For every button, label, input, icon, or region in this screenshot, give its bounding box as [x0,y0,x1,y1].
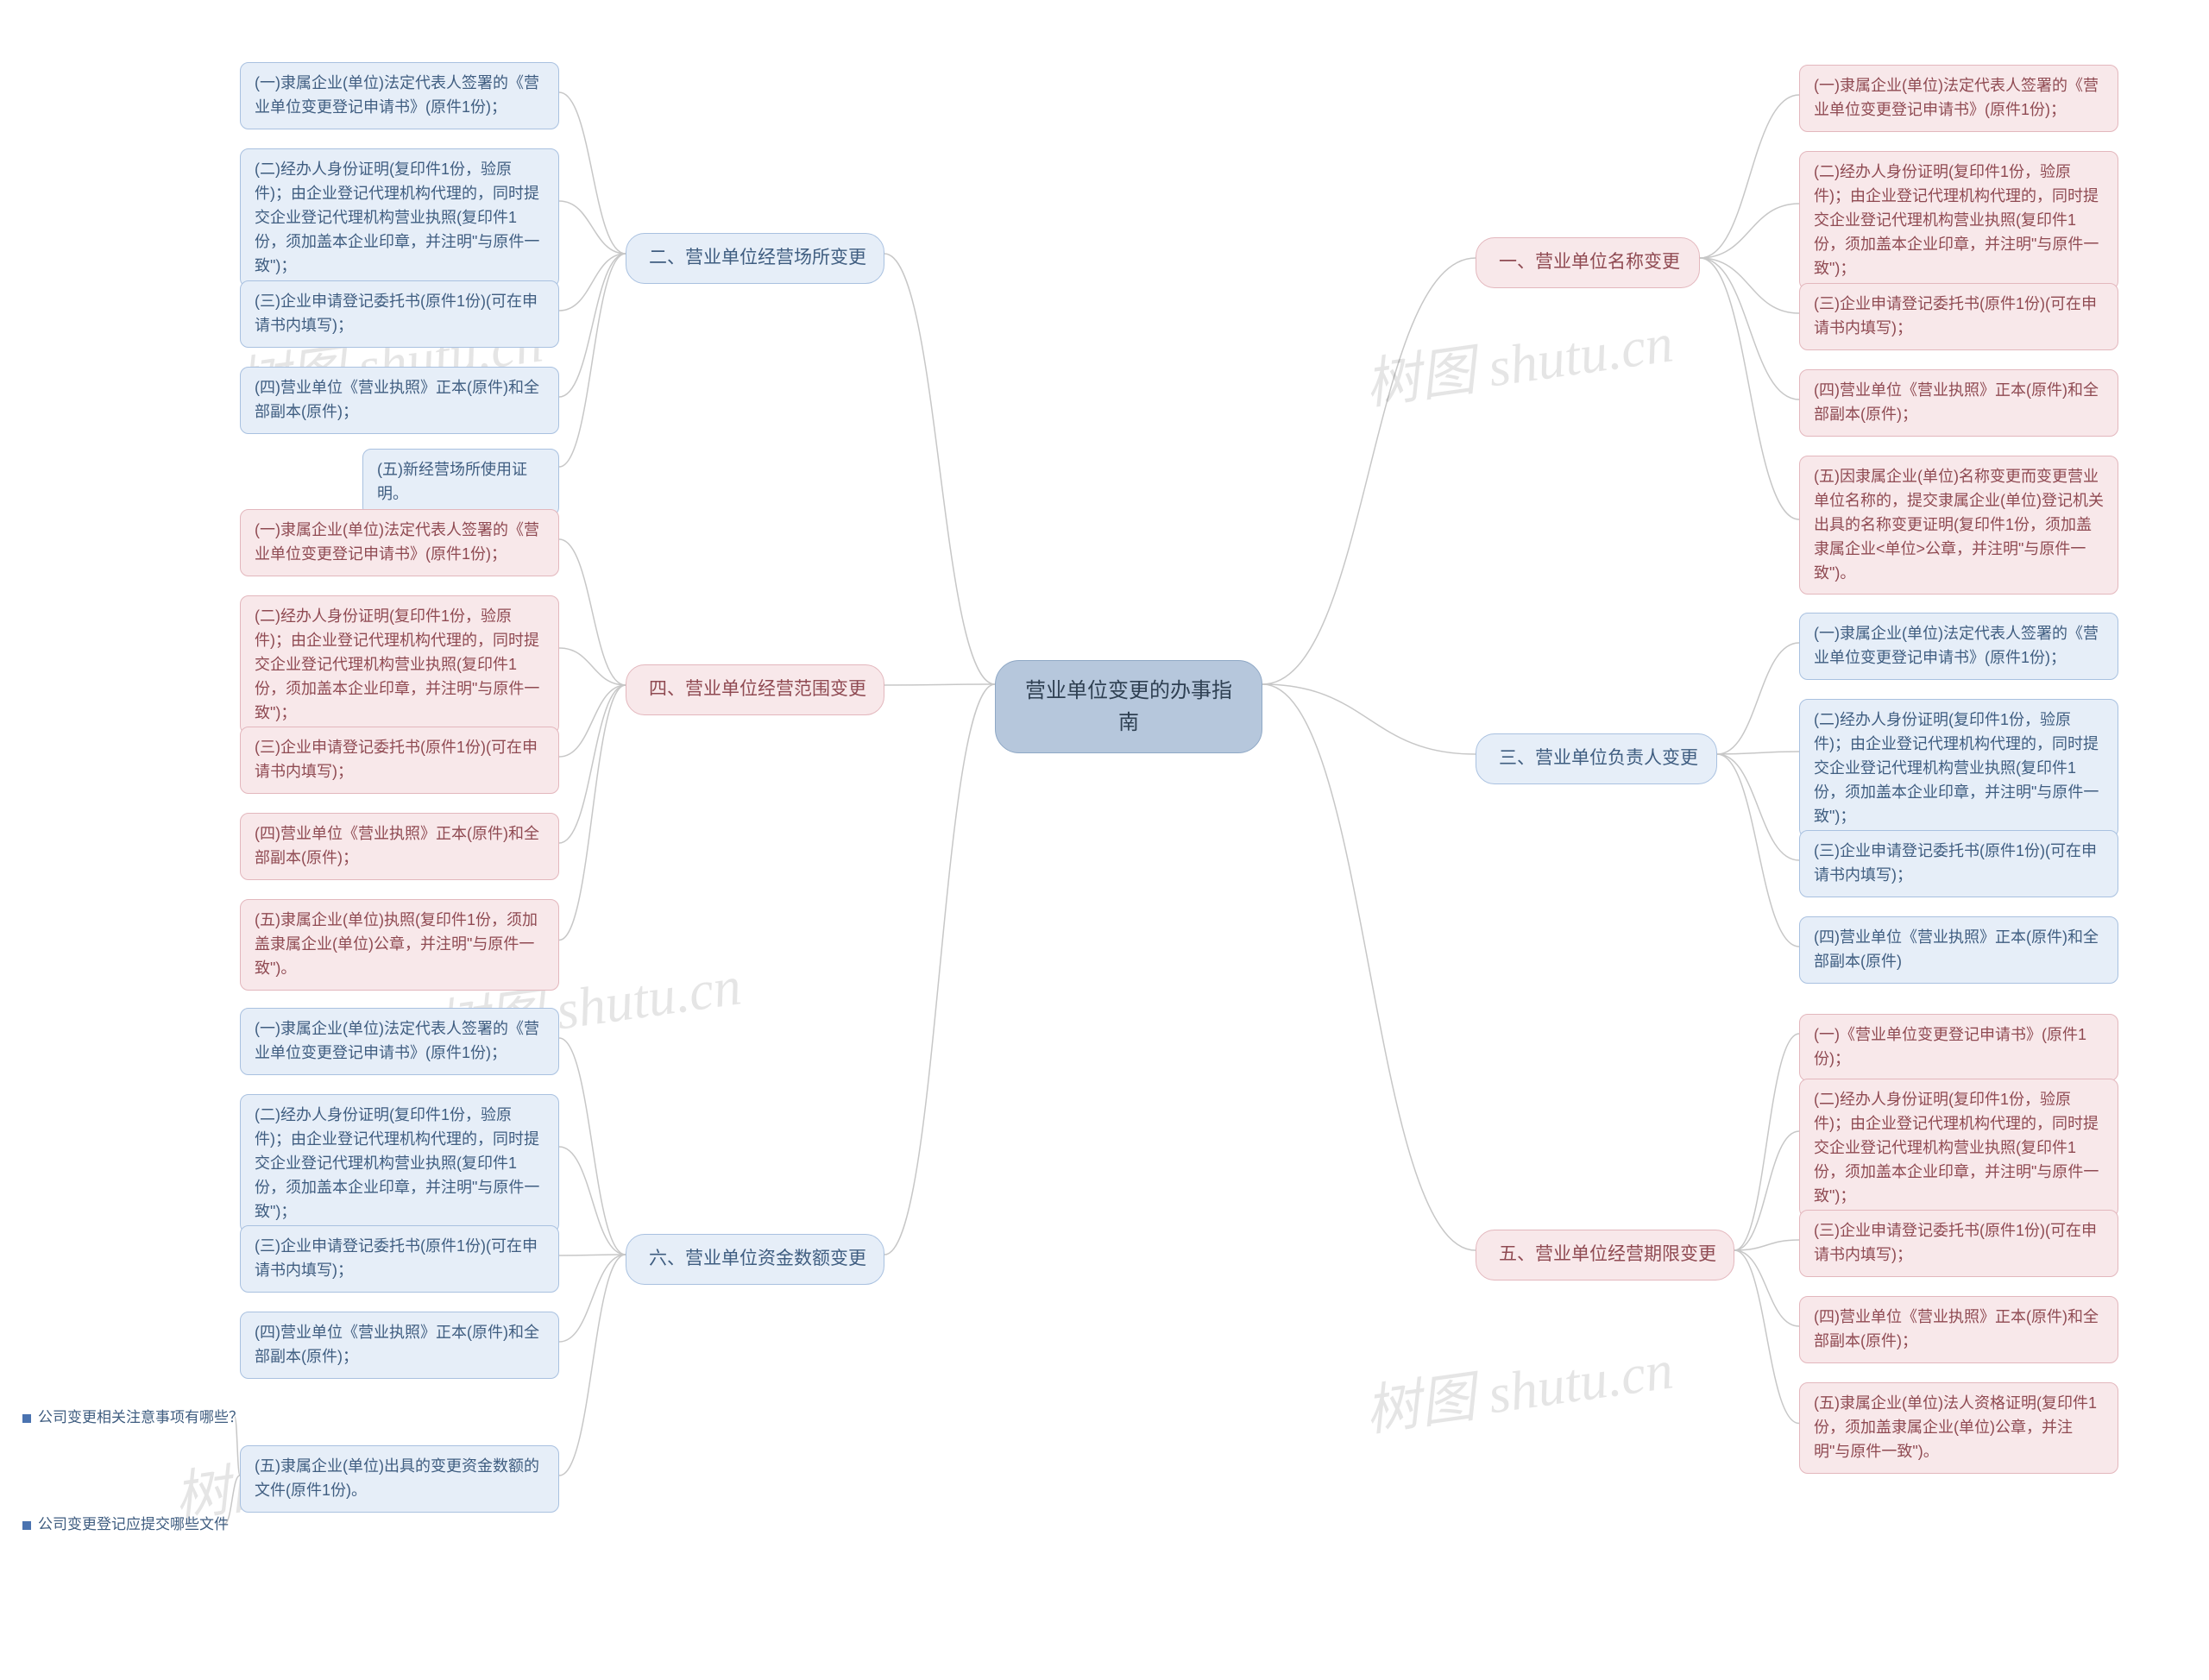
leaf-node-b6-0: (一)隶属企业(单位)法定代表人签署的《营业单位变更登记申请书》(原件1份)； [240,1008,559,1075]
leaf-node-b5-1: (二)经办人身份证明(复印件1份，验原件)；由企业登记代理机构代理的，同时提交企… [1799,1079,2118,1218]
leaf-node-b5-4: (五)隶属企业(单位)法人资格证明(复印件1份，须加盖隶属企业(单位)公章，并注… [1799,1382,2118,1474]
watermark: 树图 shutu.cn [1359,1324,1677,1446]
leaf-node-b2-2: (三)企业申请登记委托书(原件1份)(可在申请书内填写)； [240,280,559,348]
leaf-node-b6-3: (四)营业单位《营业执照》正本(原件)和全部副本(原件)； [240,1312,559,1379]
leaf-node-b4-2: (三)企业申请登记委托书(原件1份)(可在申请书内填写)； [240,727,559,794]
leaf-node-b6-4: (五)隶属企业(单位)出具的变更资金数额的文件(原件1份)。 [240,1445,559,1513]
leaf-node-b3-3: (四)营业单位《营业执照》正本(原件)和全部副本(原件) [1799,916,2118,984]
leaf-node-b1-0: (一)隶属企业(单位)法定代表人签署的《营业单位变更登记申请书》(原件1份)； [1799,65,2118,132]
bullet-square-icon [22,1414,31,1423]
bullet-link[interactable]: 公司变更登记应提交哪些文件 [19,1512,232,1538]
bullet-square-icon [22,1521,31,1530]
watermark: 树图 shutu.cn [1359,298,1677,419]
leaf-node-b1-1: (二)经办人身份证明(复印件1份，验原件)；由企业登记代理机构代理的，同时提交企… [1799,151,2118,290]
leaf-node-b4-3: (四)营业单位《营业执照》正本(原件)和全部副本(原件)； [240,813,559,880]
center-node: 营业单位变更的办事指南 [995,660,1262,753]
leaf-node-b1-4: (五)因隶属企业(单位)名称变更而变更营业单位名称的，提交隶属企业(单位)登记机… [1799,456,2118,595]
branch-node-b6: 六、营业单位资金数额变更 [626,1234,884,1285]
branch-node-b2: 二、营业单位经营场所变更 [626,233,884,284]
leaf-node-b3-1: (二)经办人身份证明(复印件1份，验原件)；由企业登记代理机构代理的，同时提交企… [1799,699,2118,838]
leaf-node-b6-1: (二)经办人身份证明(复印件1份，验原件)；由企业登记代理机构代理的，同时提交企… [240,1094,559,1233]
leaf-node-b3-0: (一)隶属企业(单位)法定代表人签署的《营业单位变更登记申请书》(原件1份)； [1799,613,2118,680]
leaf-node-b2-3: (四)营业单位《营业执照》正本(原件)和全部副本(原件)； [240,367,559,434]
branch-node-b1: 一、营业单位名称变更 [1476,237,1700,288]
leaf-node-b4-1: (二)经办人身份证明(复印件1份，验原件)；由企业登记代理机构代理的，同时提交企… [240,595,559,734]
bullet-link[interactable]: 公司变更相关注意事项有哪些？ [19,1405,247,1431]
leaf-node-b2-1: (二)经办人身份证明(复印件1份，验原件)；由企业登记代理机构代理的，同时提交企… [240,148,559,287]
leaf-node-b4-4: (五)隶属企业(单位)执照(复印件1份，须加盖隶属企业(单位)公章，并注明"与原… [240,899,559,991]
branch-node-b4: 四、营业单位经营范围变更 [626,664,884,715]
leaf-node-b2-0: (一)隶属企业(单位)法定代表人签署的《营业单位变更登记申请书》(原件1份)； [240,62,559,129]
leaf-node-b5-3: (四)营业单位《营业执照》正本(原件)和全部副本(原件)； [1799,1296,2118,1363]
leaf-node-b1-3: (四)营业单位《营业执照》正本(原件)和全部副本(原件)； [1799,369,2118,437]
leaf-node-b5-2: (三)企业申请登记委托书(原件1份)(可在申请书内填写)； [1799,1210,2118,1277]
leaf-node-b3-2: (三)企业申请登记委托书(原件1份)(可在申请书内填写)； [1799,830,2118,897]
leaf-node-b1-2: (三)企业申请登记委托书(原件1份)(可在申请书内填写)； [1799,283,2118,350]
leaf-node-b2-4: (五)新经营场所使用证明。 [362,449,559,516]
branch-node-b5: 五、营业单位经营期限变更 [1476,1230,1734,1280]
branch-node-b3: 三、营业单位负责人变更 [1476,733,1717,784]
bullet-text: 公司变更登记应提交哪些文件 [38,1516,229,1532]
leaf-node-b6-2: (三)企业申请登记委托书(原件1份)(可在申请书内填写)； [240,1225,559,1293]
leaf-node-b4-0: (一)隶属企业(单位)法定代表人签署的《营业单位变更登记申请书》(原件1份)； [240,509,559,576]
leaf-node-b5-0: (一)《营业单位变更登记申请书》(原件1份)； [1799,1014,2118,1081]
bullet-text: 公司变更相关注意事项有哪些？ [38,1409,243,1425]
